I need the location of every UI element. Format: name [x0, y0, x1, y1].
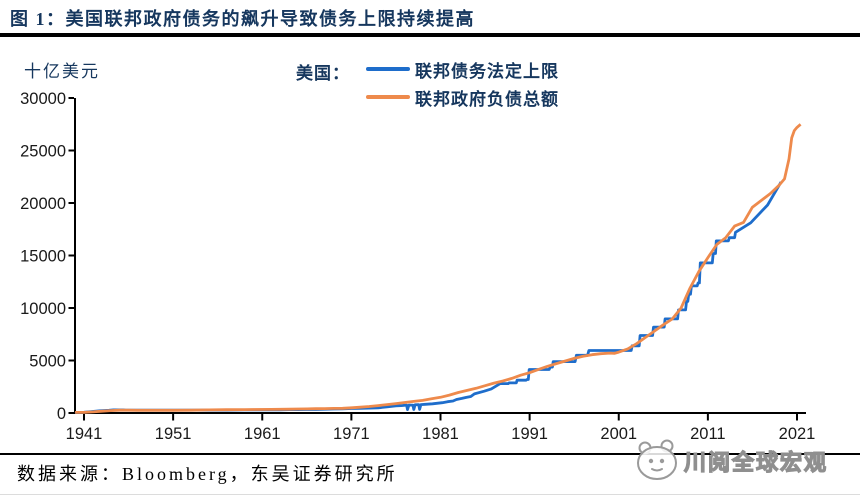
footer-divider — [0, 453, 860, 455]
x-tick-label: 2001 — [600, 425, 637, 443]
legend-line-swatch-ceiling — [366, 67, 410, 71]
y-tick-label: 5000 — [29, 353, 66, 371]
watermark-panda-icon — [637, 439, 677, 480]
title-divider — [0, 33, 860, 37]
legend-region-label: 美国： — [296, 64, 350, 83]
y-tick-label: 0 — [57, 405, 66, 423]
legend-line-swatch-total-debt — [366, 95, 410, 99]
x-tick-label: 1951 — [155, 425, 192, 443]
legend-item-debt-ceiling: 联邦债务法定上限 — [366, 58, 559, 81]
x-tick-label: 1961 — [244, 425, 281, 443]
x-tick-label: 1991 — [511, 425, 548, 443]
watermark-text: 川阅全球宏观 — [683, 449, 829, 475]
x-tick-label: 2011 — [690, 425, 725, 443]
legend-item-total-debt: 联邦政府负债总额 — [366, 86, 559, 109]
y-tick-label: 20000 — [20, 195, 66, 213]
y-tick-label: 10000 — [20, 300, 66, 318]
x-tick-label: 2021 — [779, 425, 816, 443]
x-tick-label: 1981 — [422, 425, 459, 443]
data-source: 数据来源：Bloomberg，东吴证券研究所 — [17, 464, 398, 484]
x-tick-label: 1941 — [66, 425, 103, 443]
x-tick-label: 1971 — [333, 425, 370, 443]
figure-title: 图 1：美国联邦政府债务的飙升导致债务上限持续提高 — [10, 9, 475, 29]
y-tick-label: 30000 — [20, 90, 66, 108]
y-tick-label: 25000 — [20, 143, 66, 161]
y-tick-label: 15000 — [20, 248, 66, 266]
watermark: 川阅全球宏观 — [634, 439, 828, 483]
legend-label-ceiling: 联邦债务法定上限 — [415, 61, 559, 81]
series-line-1 — [75, 123, 802, 414]
y-axis-unit-label: 十亿美元 — [24, 62, 100, 81]
series-line-0 — [75, 181, 783, 414]
legend-label-total-debt: 联邦政府负债总额 — [415, 89, 559, 109]
